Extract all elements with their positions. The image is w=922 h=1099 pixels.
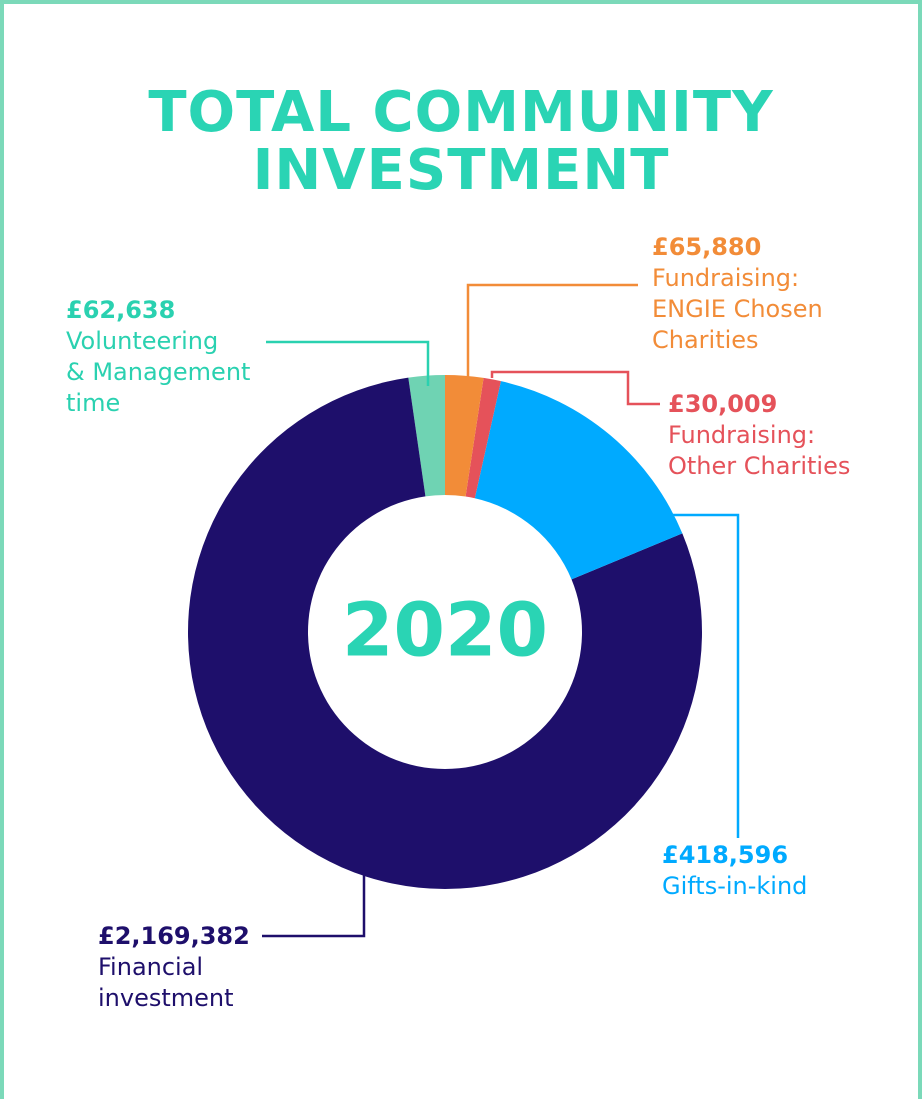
leader-line	[266, 340, 430, 386]
category-label: time	[66, 389, 121, 417]
title-line: INVESTMENT	[252, 138, 670, 203]
leader-line	[490, 370, 660, 406]
leader-line	[466, 283, 638, 388]
category-label: & Management	[66, 358, 251, 386]
value-label: £2,169,382	[98, 922, 250, 950]
category-label: Financial	[98, 953, 204, 981]
category-label: Fundraising:	[652, 264, 800, 292]
donut-segment	[474, 381, 683, 580]
chart-title: TOTAL COMMUNITY INVESTMENT	[0, 84, 922, 200]
category-label: Other Charities	[668, 452, 851, 480]
category-label: Gifts-in-kind	[662, 872, 808, 900]
donut-segment	[465, 377, 501, 499]
category-label: Fundraising:	[668, 421, 816, 449]
category-label: Volunteering	[66, 327, 219, 355]
donut-segment	[188, 377, 703, 890]
leader-line	[672, 513, 740, 838]
leaders	[262, 283, 740, 938]
value-label: £418,596	[662, 841, 789, 869]
value-label: £62,638	[66, 296, 176, 324]
value-label: £30,009	[668, 390, 778, 418]
title-line: TOTAL COMMUNITY	[148, 80, 774, 145]
donut-segment	[445, 375, 484, 497]
segment-label: £30,009 Fundraising: Other Charities	[668, 389, 850, 482]
segment-label: £2,169,382 Financial investment	[98, 921, 250, 1014]
leader-line	[262, 872, 366, 938]
segment-label: £418,596 Gifts-in-kind	[662, 840, 807, 902]
category-label: Charities	[652, 326, 759, 354]
category-label: ENGIE Chosen	[652, 295, 823, 323]
value-label: £65,880	[652, 233, 762, 261]
segment-label: £62,638 Volunteering & Management time	[66, 295, 250, 419]
segment-label: £65,880 Fundraising: ENGIE Chosen Charities	[652, 232, 823, 356]
center-label: 2020	[342, 588, 548, 674]
donut-segment	[408, 375, 445, 497]
category-label: investment	[98, 984, 234, 1012]
